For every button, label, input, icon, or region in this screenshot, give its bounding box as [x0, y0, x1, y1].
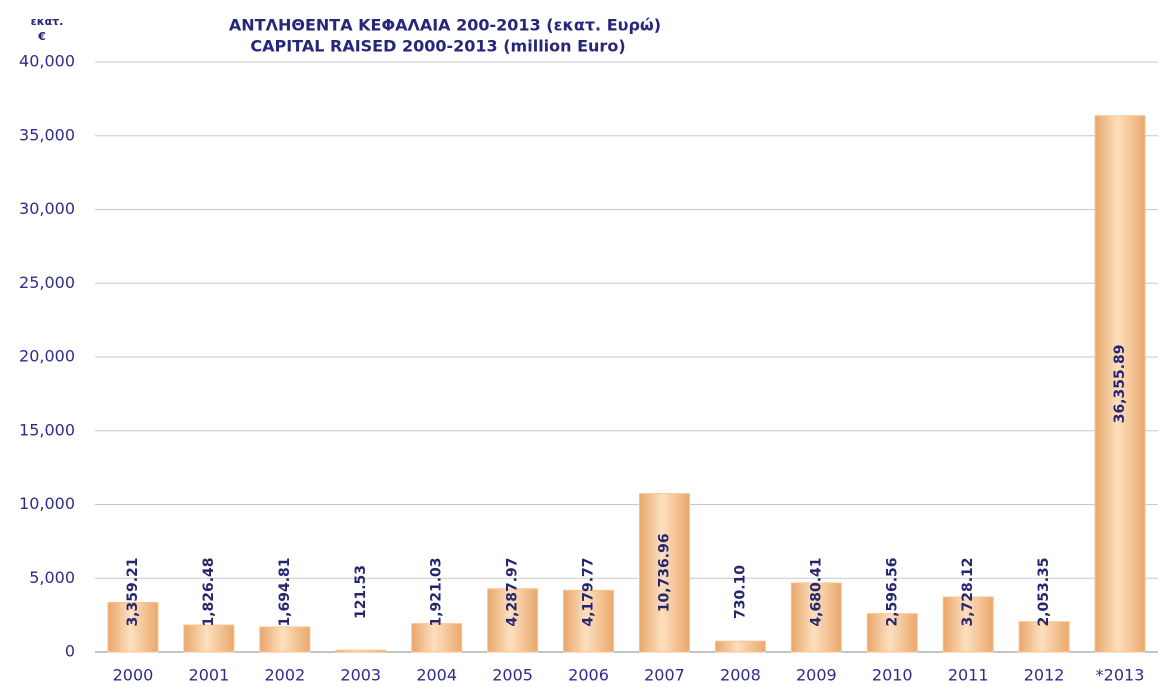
bar	[638, 493, 690, 653]
bar	[411, 623, 463, 653]
y-axis-label: εκατ.	[31, 15, 64, 28]
y-tick-label: 25,000	[19, 273, 75, 292]
x-tick-label: 2012	[1024, 666, 1065, 685]
data-label: 121.53	[353, 565, 369, 619]
bar	[790, 582, 842, 653]
data-label: 2,053.35	[1036, 557, 1052, 626]
y-tick-label: 35,000	[19, 125, 75, 144]
x-tick-label: 2001	[189, 666, 230, 685]
data-label: 3,359.21	[125, 557, 141, 626]
data-label: 10,736.96	[656, 533, 672, 612]
x-tick-label: 2008	[720, 666, 761, 685]
data-label: 1,921.03	[429, 557, 445, 626]
y-tick-label: 40,000	[19, 52, 75, 71]
y-tick-label: 20,000	[19, 347, 75, 366]
data-label: 4,179.77	[581, 557, 597, 626]
bar	[259, 626, 311, 653]
x-tick-label: 2011	[948, 666, 989, 685]
x-tick-label: 2002	[264, 666, 305, 685]
data-label: 3,728.12	[960, 557, 976, 626]
y-tick-label: 30,000	[19, 199, 75, 218]
x-tick-label: *2013	[1096, 666, 1145, 685]
x-tick-label: 2010	[872, 666, 913, 685]
x-tick-label: 2004	[416, 666, 457, 685]
y-axis-label: €	[37, 30, 46, 43]
y-tick-label: 0	[65, 642, 75, 661]
bar	[563, 589, 615, 653]
bar	[335, 649, 387, 653]
bar	[107, 601, 159, 653]
x-tick-label: 2000	[113, 666, 154, 685]
data-label: 1,694.81	[277, 557, 293, 626]
bar	[714, 640, 766, 653]
x-tick-label: 2006	[568, 666, 609, 685]
y-tick-label: 15,000	[19, 420, 75, 439]
data-label: 1,826.48	[201, 557, 217, 626]
bar	[942, 596, 994, 653]
data-label: 36,355.89	[1112, 344, 1128, 423]
y-tick-label: 5,000	[29, 568, 75, 587]
x-tick-label: 2009	[796, 666, 837, 685]
data-label: 730.10	[732, 565, 748, 619]
chart-subtitle: CAPITAL RAISED 2000-2013 (million Euro)	[250, 37, 625, 56]
bar	[1018, 621, 1070, 653]
x-tick-label: 2007	[644, 666, 685, 685]
data-label: 2,596.56	[884, 557, 900, 626]
y-tick-label: 10,000	[19, 494, 75, 513]
data-label: 4,287.97	[505, 557, 521, 626]
bar	[183, 624, 235, 653]
x-tick-label: 2005	[492, 666, 533, 685]
data-label: 4,680.41	[808, 557, 824, 626]
chart-title: ΑΝΤΛΗΘΕΝΤΑ ΚΕΦΑΛΑΙΑ 200-2013 (εκατ. Ευρώ…	[229, 16, 661, 35]
bar	[1094, 115, 1146, 653]
x-tick-label: 2003	[340, 666, 381, 685]
bar	[487, 588, 539, 653]
bar	[866, 613, 918, 653]
